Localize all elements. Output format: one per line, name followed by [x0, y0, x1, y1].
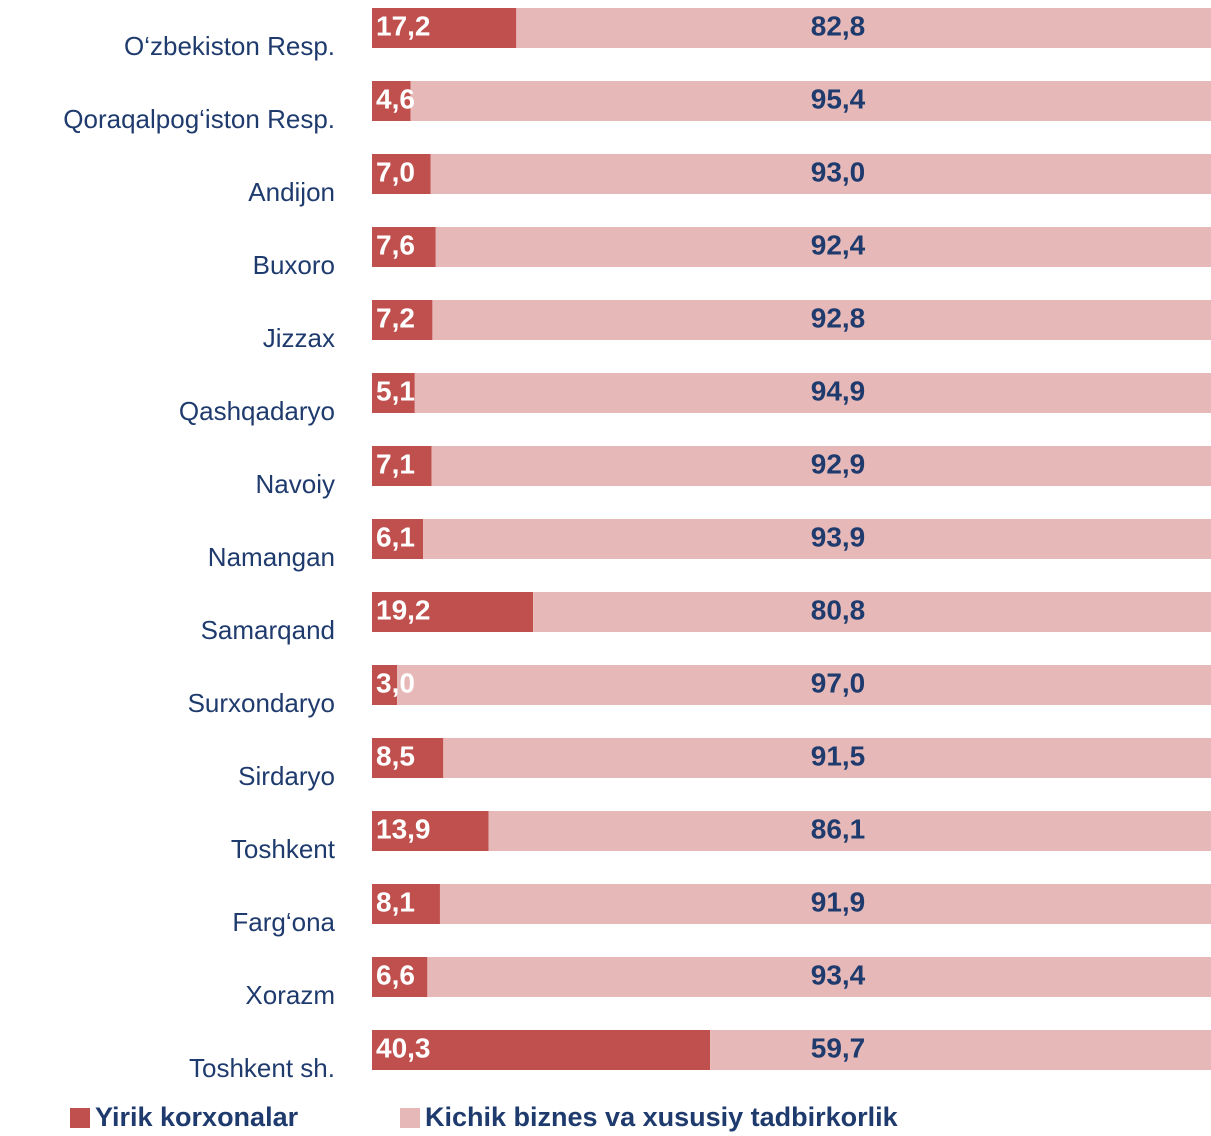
legend-label: Yirik korxonalar [95, 1102, 299, 1132]
category-label: Qashqadaryo [179, 396, 335, 426]
value-label: 82,8 [811, 10, 866, 41]
bar-segment [423, 519, 1211, 559]
value-label: 97,0 [811, 667, 866, 698]
bar-segment [410, 81, 1211, 121]
value-label: 17,2 [376, 10, 431, 41]
category-label: Xorazm [245, 980, 335, 1010]
bar-segment [435, 227, 1211, 267]
bar-segment [710, 1030, 1211, 1070]
bar-segment [516, 8, 1211, 48]
category-label: Qoraqalpog‘iston Resp. [63, 104, 335, 134]
category-label: Farg‘ona [232, 907, 335, 937]
category-label: Andijon [248, 177, 335, 207]
category-label: Samarqand [201, 615, 335, 645]
bar-segment [432, 300, 1211, 340]
value-label: 5,1 [376, 375, 415, 406]
bar-segment [372, 1030, 711, 1070]
value-label: 86,1 [811, 813, 866, 844]
bar-segment [372, 300, 433, 340]
category-label: Buxoro [253, 250, 335, 280]
bar-segment [372, 8, 517, 48]
value-label: 8,1 [376, 886, 415, 917]
bar-segment [414, 373, 1211, 413]
value-label: 94,9 [811, 375, 866, 406]
value-label: 7,6 [376, 229, 415, 260]
bar-segment [443, 738, 1211, 778]
value-label: 93,4 [811, 959, 866, 990]
bar-segment [533, 592, 1211, 632]
bar-segment [488, 811, 1211, 851]
bar-segment [372, 446, 432, 486]
value-label: 91,5 [811, 740, 866, 771]
value-label: 95,4 [811, 83, 866, 114]
value-label: 6,6 [376, 959, 415, 990]
value-label: 92,8 [811, 302, 866, 333]
bar-segment [427, 957, 1211, 997]
category-label: Sirdaryo [238, 761, 335, 791]
value-label: 91,9 [811, 886, 866, 917]
value-label: 13,9 [376, 813, 431, 844]
legend-label: Kichik biznes va xususiy tadbirkorlik [425, 1102, 899, 1132]
category-label: Surxondaryo [188, 688, 335, 718]
bar-segment [397, 665, 1211, 705]
value-label: 93,9 [811, 521, 866, 552]
value-label: 59,7 [811, 1032, 866, 1063]
value-label: 4,6 [376, 83, 415, 114]
value-label: 7,2 [376, 302, 415, 333]
category-label: Jizzax [263, 323, 335, 353]
legend-swatch [400, 1108, 420, 1128]
value-label: 6,1 [376, 521, 415, 552]
value-label: 19,2 [376, 594, 431, 625]
bar-segment [372, 154, 431, 194]
bar-segment [372, 81, 411, 121]
value-label: 40,3 [376, 1032, 431, 1063]
bar-segment [372, 519, 424, 559]
value-label: 7,0 [376, 156, 415, 187]
value-label: 92,4 [811, 229, 866, 260]
category-label: Toshkent [231, 834, 336, 864]
value-label: 7,1 [376, 448, 415, 479]
bar-segment [372, 373, 415, 413]
category-label: Namangan [208, 542, 335, 572]
value-label: 92,9 [811, 448, 866, 479]
bar-segment [372, 957, 428, 997]
value-label: 3,0 [376, 667, 415, 698]
bar-segment [430, 154, 1211, 194]
legend-swatch [70, 1108, 90, 1128]
value-label: 8,5 [376, 740, 415, 771]
bar-segment [372, 227, 436, 267]
bar-segment [431, 446, 1211, 486]
value-label: 80,8 [811, 594, 866, 625]
bar-segment [372, 811, 489, 851]
bar-segment [372, 665, 398, 705]
category-label: O‘zbekiston Resp. [124, 31, 335, 61]
category-label: Navoiy [256, 469, 335, 499]
category-label: Toshkent sh. [189, 1053, 335, 1083]
bar-segment [372, 592, 534, 632]
bar-segment [372, 738, 444, 778]
value-label: 93,0 [811, 156, 866, 187]
bar-segment [439, 884, 1211, 924]
bar-segment [372, 884, 440, 924]
